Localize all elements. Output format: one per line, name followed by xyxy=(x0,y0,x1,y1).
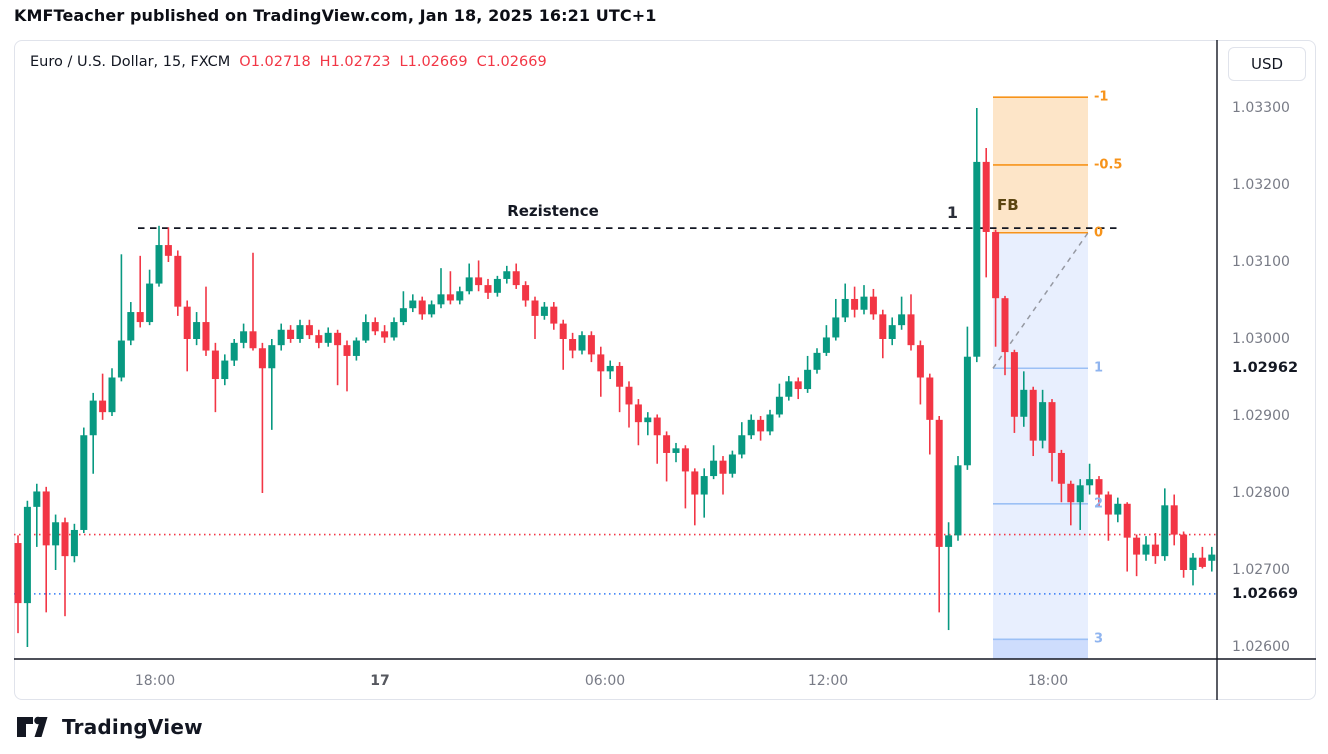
symbol-title[interactable]: Euro / U.S. Dollar, 15, FXCM xyxy=(30,54,231,70)
fib-level-label: 3 xyxy=(1094,631,1104,647)
price-axis-label: 1.02900 xyxy=(1232,408,1290,424)
ohlc-high: H1.02723 xyxy=(319,54,391,70)
page-title: KMFTeacher published on TradingView.com,… xyxy=(14,6,657,25)
fib-level-label: -0.5 xyxy=(1094,157,1123,173)
time-axis-label: 17 xyxy=(370,673,390,689)
ohlc-low: L1.02669 xyxy=(399,54,468,70)
time-axis-label: 06:00 xyxy=(584,673,626,689)
time-axis-label: 18:00 xyxy=(1027,673,1069,689)
fib-level-label: -1 xyxy=(1094,89,1109,105)
fib-level-label: 1 xyxy=(1094,360,1104,376)
fib-level-label: 2 xyxy=(1094,496,1104,512)
time-axis-label: 18:00 xyxy=(134,673,176,689)
chart-legend: Euro / U.S. Dollar, 15, FXCM O1.02718 H1… xyxy=(30,54,547,70)
tradingview-logo-text: TradingView xyxy=(62,715,203,739)
resistance-point-label: 1 xyxy=(946,203,958,222)
ohlc-open: O1.02718 xyxy=(239,54,311,70)
fib-level-label: 0 xyxy=(1094,225,1104,241)
price-axis-label: 1.03200 xyxy=(1232,177,1290,193)
price-axis-label: 1.02700 xyxy=(1232,562,1290,578)
price-axis-label: 1.03300 xyxy=(1232,100,1290,116)
tradingview-logo-icon xyxy=(17,716,48,737)
chart-frame xyxy=(14,40,1316,700)
ohlc-close: C1.02669 xyxy=(476,54,547,70)
tradingview-brand[interactable]: TradingView xyxy=(16,714,203,740)
resistance-label: Rezistence xyxy=(507,202,599,220)
price-axis-label: 1.03000 xyxy=(1232,331,1290,347)
price-axis-label: 1.02800 xyxy=(1232,485,1290,501)
price-axis-label: 1.03100 xyxy=(1232,254,1290,270)
fib-tool-label: FB xyxy=(997,196,1019,214)
time-axis-label: 12:00 xyxy=(807,673,849,689)
price-axis-label: 1.02962 xyxy=(1232,360,1299,377)
price-axis-label: 1.02600 xyxy=(1232,639,1290,655)
currency-toggle-button[interactable]: USD xyxy=(1228,47,1306,81)
price-axis-label: 1.02669 xyxy=(1232,585,1299,602)
